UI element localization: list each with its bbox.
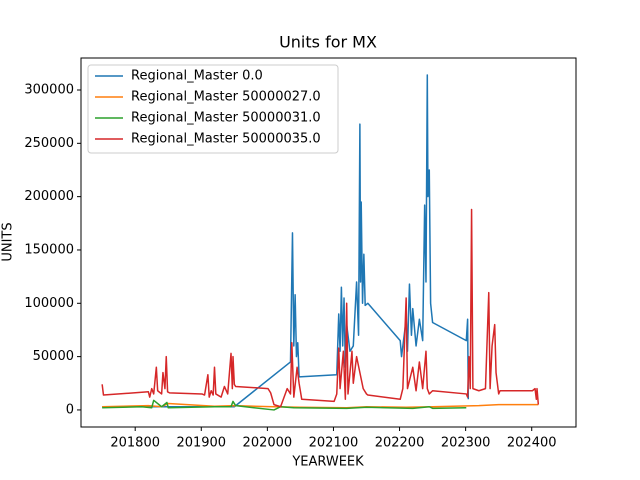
y-tick-label: 300000 bbox=[24, 82, 74, 97]
x-tick-label: 202300 bbox=[441, 436, 491, 451]
chart-title: Units for MX bbox=[279, 33, 377, 52]
y-tick-label: 0 bbox=[66, 402, 74, 417]
x-axis-label: YEARWEEK bbox=[291, 455, 364, 470]
legend-label: Regional_Master 50000031.0 bbox=[131, 111, 321, 126]
series-line bbox=[101, 208, 540, 408]
plot-frame bbox=[80, 57, 577, 428]
series-line bbox=[102, 399, 467, 411]
legend-label: Regional_Master 50000027.0 bbox=[131, 90, 321, 105]
y-tick-label: 250000 bbox=[24, 136, 74, 151]
x-tick-label: 202400 bbox=[507, 436, 557, 451]
y-tick-label: 100000 bbox=[24, 296, 74, 311]
x-tick-label: 201800 bbox=[110, 436, 160, 451]
y-axis-label: UNITS bbox=[1, 222, 16, 261]
legend-label: Regional_Master 0.0 bbox=[131, 69, 263, 84]
y-tick-label: 50000 bbox=[33, 349, 74, 364]
series-line bbox=[102, 74, 470, 408]
x-tick-label: 202000 bbox=[243, 436, 293, 451]
x-tick-label: 202100 bbox=[309, 436, 359, 451]
y-tick-label: 200000 bbox=[24, 189, 74, 204]
y-tick-label: 150000 bbox=[24, 242, 74, 257]
x-tick-label: 201900 bbox=[176, 436, 226, 451]
legend-box bbox=[87, 64, 339, 154]
x-tick-label: 202200 bbox=[375, 436, 425, 451]
legend-label: Regional_Master 50000035.0 bbox=[131, 132, 321, 147]
